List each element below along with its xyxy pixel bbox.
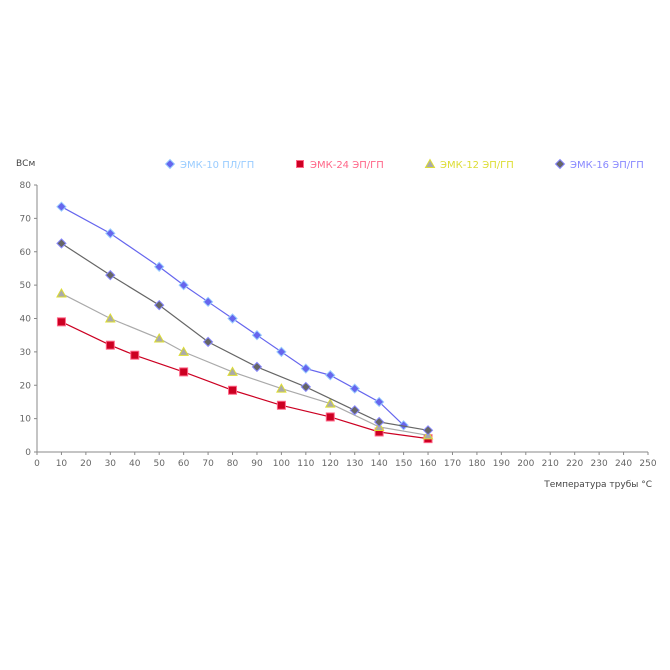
x-tick-label: 30: [105, 459, 117, 469]
x-tick-label: 180: [468, 459, 485, 469]
x-tick-label: 190: [493, 459, 510, 469]
x-tick-label: 100: [273, 459, 290, 469]
data-point: [325, 370, 336, 381]
y-tick-label: 10: [20, 415, 32, 425]
y-tick-label: 80: [20, 181, 32, 191]
series-layer: [56, 201, 434, 444]
data-point: [424, 158, 436, 168]
data-point: [56, 287, 67, 298]
x-tick-label: 10: [56, 459, 68, 469]
x-tick-label: 230: [591, 459, 608, 469]
x-tick-label: 250: [639, 459, 656, 469]
x-tick-label: 150: [395, 459, 412, 469]
data-point: [178, 346, 189, 356]
data-point: [554, 158, 566, 170]
data-point: [202, 296, 214, 308]
data-point: [104, 312, 116, 323]
data-point: [202, 336, 214, 348]
data-point: [153, 261, 165, 272]
legend-item: ЭМК-10 ПЛ/ГП: [164, 158, 254, 171]
data-point: [130, 350, 140, 360]
x-tick-label: 80: [227, 459, 239, 469]
y-ticks: 0 10 20 30 40 50 60 70 80: [20, 181, 37, 458]
x-axis-label: Температура трубы °С: [543, 480, 652, 490]
series-line: [61, 242, 429, 431]
x-tick-label: 40: [129, 459, 141, 469]
x-tick-label: 170: [444, 459, 461, 469]
x-tick-label: 90: [251, 459, 263, 469]
data-point: [349, 405, 360, 416]
series-line: [61, 321, 429, 440]
y-tick-label: 40: [20, 315, 32, 325]
legend-label: ЭМК-24 ЭП/ГП: [310, 160, 384, 171]
legend-label: ЭМК-10 ПЛ/ГП: [180, 160, 254, 171]
legend-item: ЭМК-24 ЭП/ГП: [296, 160, 384, 171]
x-tick-label: 50: [153, 459, 165, 469]
x-tick-label: 120: [322, 459, 339, 469]
data-point: [373, 416, 385, 428]
x-tick-label: 0: [34, 459, 40, 469]
x-tick-label: 210: [542, 459, 559, 469]
data-point: [105, 340, 115, 350]
data-point: [324, 398, 336, 408]
data-point: [349, 383, 360, 394]
legend-item: ЭМК-12 ЭП/ГП: [424, 158, 514, 171]
y-tick-label: 60: [20, 248, 32, 258]
data-point: [300, 363, 312, 374]
x-tick-label: 130: [346, 459, 363, 469]
data-point: [153, 299, 165, 311]
legend: ЭМК-10 ПЛ/ГП ЭМК-24 ЭП/ГП ЭМК-12 ЭП/ГП ЭМК-…: [164, 158, 644, 171]
x-tick-label: 70: [202, 459, 214, 469]
x-tick-label: 20: [80, 459, 92, 469]
data-point: [153, 333, 165, 343]
data-point: [276, 346, 287, 358]
series-line: [61, 292, 429, 436]
data-point: [373, 396, 385, 408]
x-tick-label: 220: [566, 459, 583, 469]
legend-item: ЭМК-16 ЭП/ГП: [554, 158, 644, 171]
x-ticks: 0 10 20 30 40 50 60 70 80 90 100 110 120 130 140 150 160…: [34, 452, 657, 469]
x-tick-label: 240: [615, 459, 632, 469]
data-point: [56, 317, 66, 327]
y-tick-label: 30: [20, 348, 32, 358]
data-point: [227, 366, 238, 376]
series: [56, 201, 409, 431]
y-tick-label: 0: [25, 448, 31, 458]
plot-area: 0 10 20 30 40 50 60 70 80 0 10 20 30 40 50 60 70 80 90 100…: [20, 181, 657, 469]
data-point: [251, 329, 263, 341]
x-tick-label: 200: [517, 459, 534, 469]
series: [56, 317, 433, 444]
data-point: [178, 279, 189, 291]
data-point: [105, 228, 116, 239]
x-tick-label: 60: [178, 459, 190, 469]
data-point: [105, 269, 116, 281]
x-tick-label: 160: [419, 459, 436, 469]
data-point: [398, 420, 409, 431]
data-point: [179, 367, 189, 377]
data-point: [296, 160, 304, 168]
data-point: [228, 385, 238, 395]
data-point: [276, 383, 287, 393]
y-tick-label: 70: [20, 214, 32, 224]
y-tick-label: 50: [20, 281, 32, 291]
data-point: [56, 238, 67, 249]
series: [56, 238, 434, 436]
data-point: [300, 381, 312, 393]
data-point: [251, 361, 263, 373]
legend-label: ЭМК-12 ЭП/ГП: [440, 160, 514, 171]
data-point: [56, 201, 67, 212]
data-point: [422, 425, 434, 436]
x-tick-label: 110: [297, 459, 314, 469]
data-point: [276, 400, 286, 410]
series: [56, 287, 434, 440]
y-axis-label: ВСм: [16, 159, 35, 169]
data-point: [227, 313, 238, 324]
legend-label: ЭМК-16 ЭП/ГП: [570, 160, 644, 171]
x-tick-label: 140: [371, 459, 388, 469]
data-point: [164, 158, 176, 170]
y-tick-label: 20: [20, 381, 32, 391]
data-point: [325, 412, 335, 422]
